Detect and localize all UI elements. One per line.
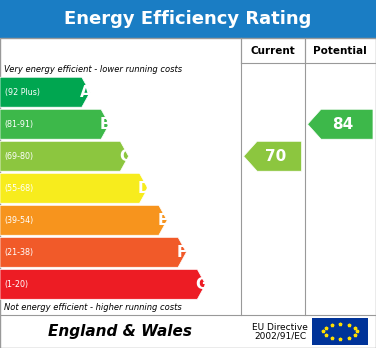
Text: D: D xyxy=(137,181,150,196)
Text: B: B xyxy=(99,117,111,132)
Bar xyxy=(0,0,376,38)
Polygon shape xyxy=(0,237,186,267)
Text: G: G xyxy=(195,277,208,292)
Polygon shape xyxy=(0,77,90,107)
Text: Not energy efficient - higher running costs: Not energy efficient - higher running co… xyxy=(4,303,182,311)
Text: 70: 70 xyxy=(265,149,286,164)
Text: (69-80): (69-80) xyxy=(5,152,33,161)
Polygon shape xyxy=(308,109,373,139)
Text: 84: 84 xyxy=(332,117,353,132)
Text: E: E xyxy=(158,213,168,228)
Text: F: F xyxy=(177,245,187,260)
Text: Energy Efficiency Rating: Energy Efficiency Rating xyxy=(64,10,312,28)
Text: Potential: Potential xyxy=(314,46,367,56)
Text: (1-20): (1-20) xyxy=(5,280,29,289)
Text: (92 Plus): (92 Plus) xyxy=(5,88,39,97)
Text: (21-38): (21-38) xyxy=(5,248,33,257)
Text: (81-91): (81-91) xyxy=(5,120,33,129)
Text: A: A xyxy=(80,85,92,100)
Polygon shape xyxy=(0,141,129,171)
Text: C: C xyxy=(119,149,130,164)
Text: (55-68): (55-68) xyxy=(5,184,34,193)
Polygon shape xyxy=(0,109,109,139)
Polygon shape xyxy=(0,173,148,203)
Polygon shape xyxy=(0,205,167,235)
Text: Very energy efficient - lower running costs: Very energy efficient - lower running co… xyxy=(4,65,182,74)
Polygon shape xyxy=(0,269,206,299)
Text: (39-54): (39-54) xyxy=(5,216,34,225)
Text: England & Wales: England & Wales xyxy=(49,324,192,339)
Bar xyxy=(312,318,368,345)
Polygon shape xyxy=(244,141,302,171)
Text: Current: Current xyxy=(250,46,295,56)
Text: EU Directive: EU Directive xyxy=(252,323,308,332)
Bar xyxy=(0,38,376,348)
Text: 2002/91/EC: 2002/91/EC xyxy=(254,332,306,341)
